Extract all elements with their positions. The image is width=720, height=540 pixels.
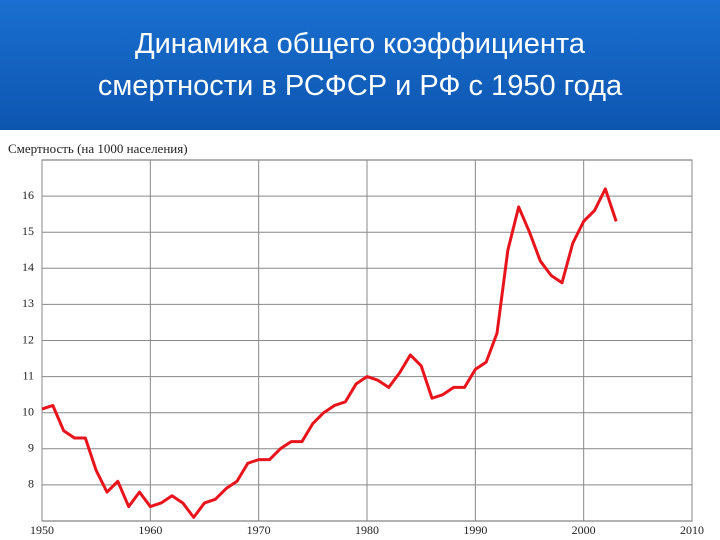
x-tick-label: 1980 [355,523,379,537]
x-tick-label: 1970 [247,523,271,537]
x-tick-label: 2000 [572,523,596,537]
y-axis-label: Смертность (на 1000 населения) [8,141,188,156]
y-tick-label: 8 [28,477,34,491]
data-line [41,187,618,519]
y-tick-label: 11 [22,368,34,382]
x-tick-label: 2010 [680,523,704,537]
title-line: смертности в РСФСР и РФ с 1950 года [97,70,623,102]
header: Динамика общего коэффициента смертности … [0,0,720,130]
y-tick-label: 14 [22,260,34,274]
y-tick-label: 10 [22,404,34,418]
y-tick-label: 15 [22,224,34,238]
title-line: Динамика общего коэффициента [134,28,586,60]
y-tick-label: 9 [28,441,34,455]
x-tick-label: 1990 [463,523,487,537]
x-tick-label: 1960 [138,523,162,537]
y-tick-label: 12 [22,332,34,346]
x-tick-label: 1950 [30,523,54,537]
y-tick-label: 16 [22,188,34,202]
y-tick-label: 13 [22,296,34,310]
